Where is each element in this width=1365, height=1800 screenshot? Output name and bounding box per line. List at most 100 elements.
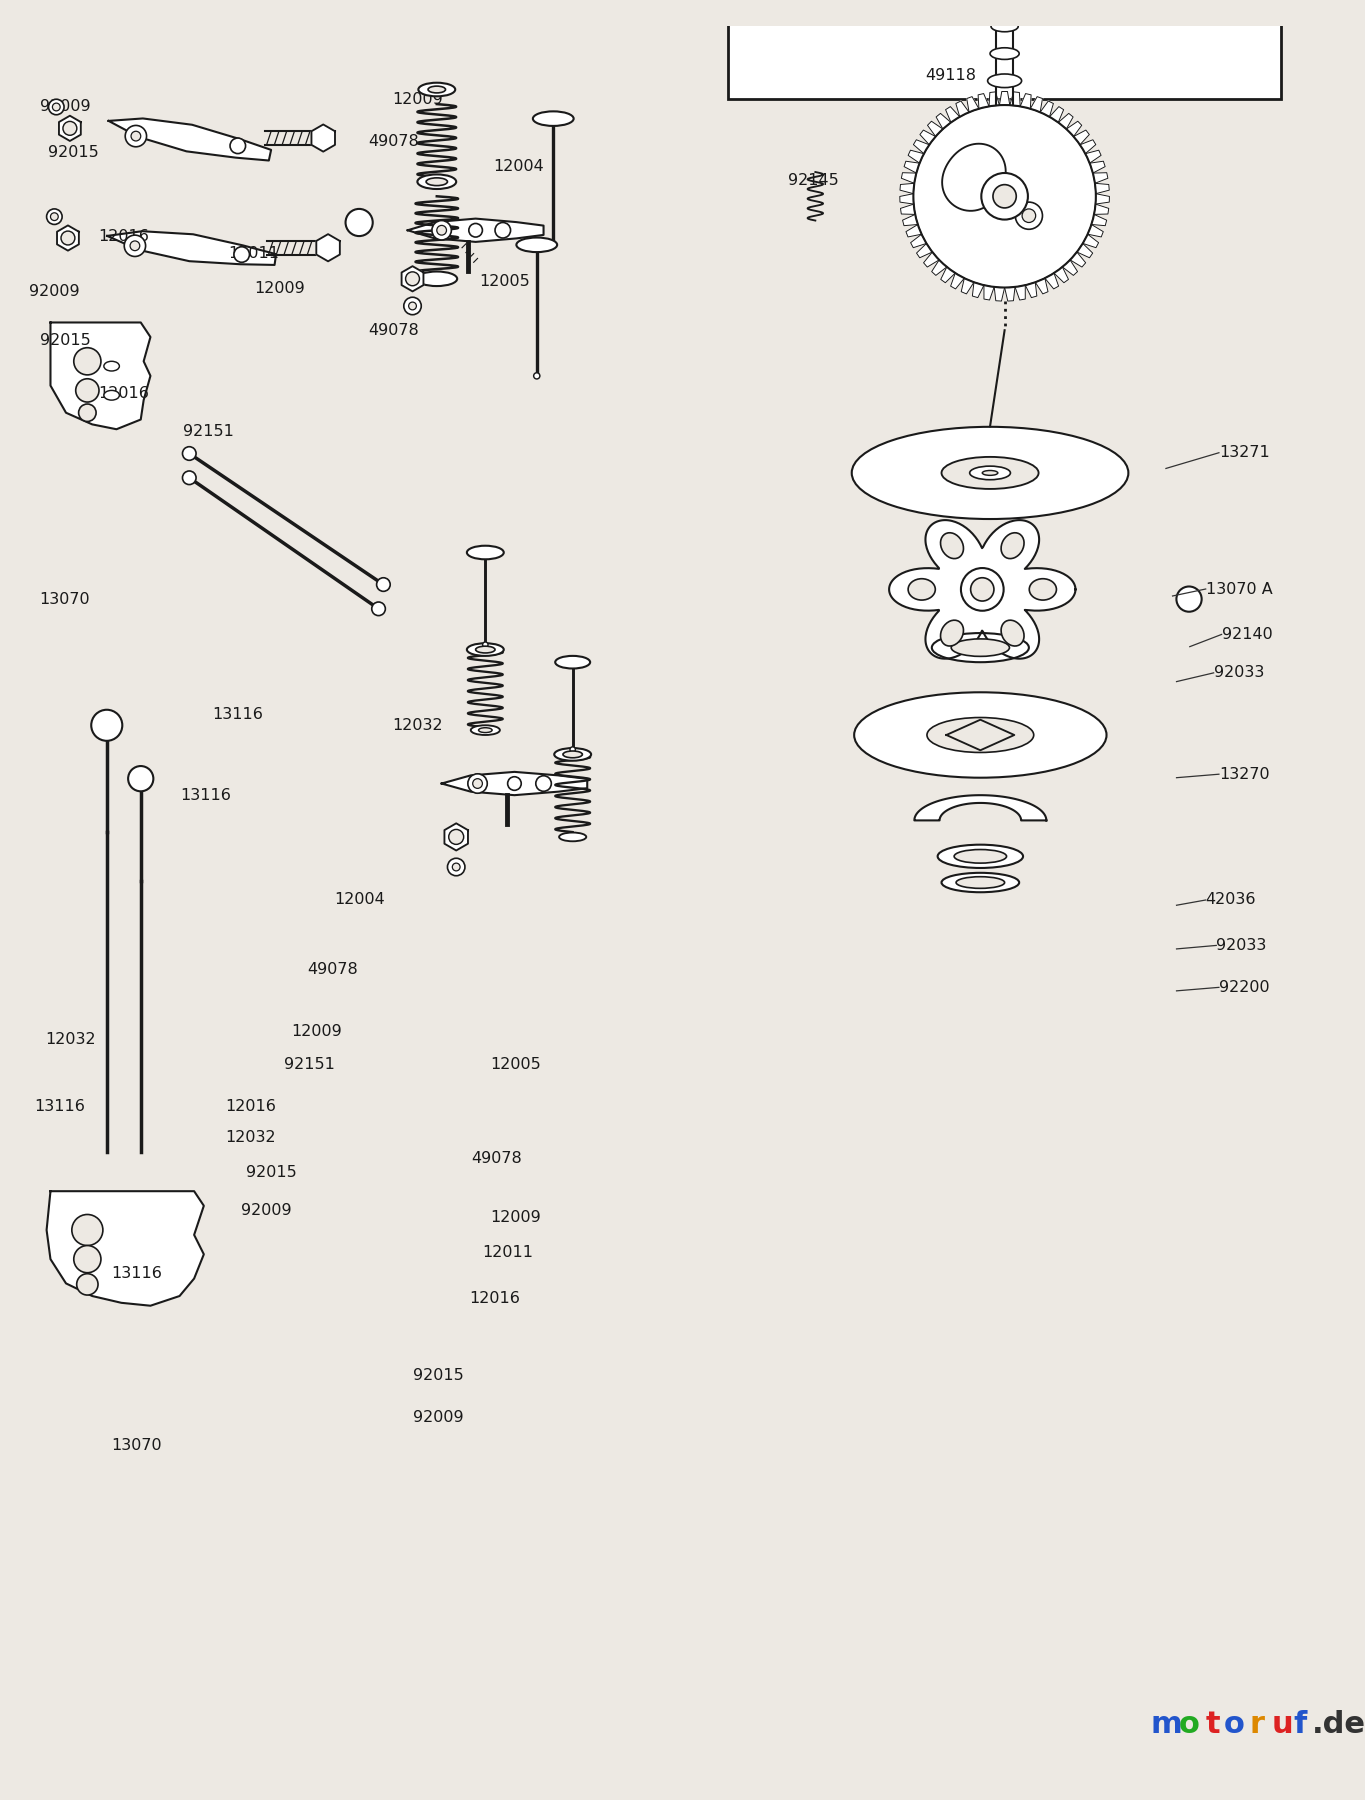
- Polygon shape: [317, 234, 340, 261]
- Text: t: t: [1205, 1710, 1220, 1739]
- Text: 12016: 12016: [98, 385, 149, 401]
- Text: o: o: [1224, 1710, 1245, 1739]
- Polygon shape: [442, 772, 587, 796]
- Text: 13116: 13116: [112, 1267, 162, 1282]
- Text: 49078: 49078: [307, 963, 358, 977]
- Polygon shape: [1093, 173, 1108, 184]
- Circle shape: [452, 864, 460, 871]
- Polygon shape: [900, 184, 915, 194]
- Polygon shape: [1040, 101, 1054, 117]
- Text: 49078: 49078: [472, 1150, 523, 1166]
- Ellipse shape: [1001, 533, 1024, 558]
- Text: 49078: 49078: [369, 135, 419, 149]
- Polygon shape: [946, 106, 960, 122]
- Polygon shape: [106, 230, 276, 265]
- Polygon shape: [1025, 283, 1037, 297]
- Polygon shape: [1066, 121, 1081, 137]
- Circle shape: [46, 209, 63, 225]
- Circle shape: [183, 446, 197, 461]
- Circle shape: [74, 1246, 101, 1273]
- Polygon shape: [1054, 266, 1069, 283]
- Polygon shape: [908, 149, 924, 164]
- Text: 92009: 92009: [29, 284, 79, 299]
- Text: 13271: 13271: [1219, 445, 1269, 461]
- Polygon shape: [889, 520, 1076, 659]
- Circle shape: [79, 403, 96, 421]
- Polygon shape: [940, 266, 955, 283]
- Polygon shape: [906, 225, 921, 238]
- Polygon shape: [942, 144, 1006, 211]
- Circle shape: [51, 212, 59, 221]
- Circle shape: [437, 225, 446, 236]
- Circle shape: [449, 830, 464, 844]
- Text: 92009: 92009: [242, 1204, 292, 1219]
- Text: 12009: 12009: [292, 1024, 343, 1039]
- Polygon shape: [1031, 97, 1043, 112]
- Circle shape: [992, 185, 1017, 209]
- Circle shape: [1016, 202, 1043, 229]
- Ellipse shape: [1001, 621, 1024, 646]
- Polygon shape: [1088, 225, 1103, 238]
- Text: 92015: 92015: [247, 1165, 298, 1181]
- Circle shape: [483, 643, 489, 648]
- Text: 92151: 92151: [183, 425, 233, 439]
- Polygon shape: [1044, 274, 1059, 290]
- Text: 12032: 12032: [225, 1130, 276, 1145]
- Text: 12009: 12009: [254, 281, 306, 295]
- Polygon shape: [1010, 92, 1020, 106]
- Polygon shape: [1089, 162, 1106, 173]
- Polygon shape: [57, 225, 79, 250]
- Ellipse shape: [467, 545, 504, 560]
- Polygon shape: [902, 214, 917, 225]
- Text: 13116: 13116: [180, 788, 231, 803]
- Text: 12032: 12032: [45, 1031, 96, 1048]
- Circle shape: [91, 709, 123, 742]
- Ellipse shape: [426, 178, 448, 185]
- Circle shape: [431, 221, 452, 239]
- Polygon shape: [1093, 203, 1108, 214]
- Polygon shape: [1058, 113, 1073, 130]
- Text: 92140: 92140: [1222, 626, 1272, 643]
- Circle shape: [75, 378, 100, 401]
- Polygon shape: [1096, 194, 1110, 203]
- Text: 12004: 12004: [334, 893, 385, 907]
- Ellipse shape: [1029, 580, 1057, 599]
- Polygon shape: [904, 162, 920, 173]
- Text: 92009: 92009: [40, 99, 90, 113]
- Ellipse shape: [429, 86, 445, 94]
- Ellipse shape: [951, 639, 1010, 657]
- Ellipse shape: [854, 693, 1107, 778]
- Ellipse shape: [560, 833, 586, 841]
- Ellipse shape: [852, 427, 1129, 518]
- Text: 13070: 13070: [112, 1438, 162, 1453]
- Text: 12004: 12004: [493, 158, 543, 173]
- Ellipse shape: [418, 83, 456, 97]
- Polygon shape: [994, 286, 1005, 301]
- Circle shape: [1022, 209, 1036, 223]
- Circle shape: [76, 1274, 98, 1294]
- Text: 12011: 12011: [482, 1246, 534, 1260]
- Text: u: u: [1272, 1710, 1294, 1739]
- Polygon shape: [59, 115, 81, 140]
- Polygon shape: [984, 284, 994, 301]
- Ellipse shape: [554, 749, 591, 761]
- Polygon shape: [1062, 259, 1077, 275]
- Circle shape: [1177, 587, 1201, 612]
- Ellipse shape: [416, 272, 457, 286]
- Ellipse shape: [940, 533, 964, 558]
- Circle shape: [124, 236, 146, 256]
- Polygon shape: [401, 266, 423, 292]
- Text: 92145: 92145: [789, 173, 839, 187]
- Circle shape: [72, 1215, 102, 1246]
- Text: 12016: 12016: [470, 1291, 520, 1305]
- Text: 12009: 12009: [490, 1210, 541, 1226]
- Circle shape: [63, 121, 76, 135]
- Polygon shape: [1035, 279, 1048, 293]
- Ellipse shape: [954, 850, 1006, 864]
- Ellipse shape: [104, 362, 119, 371]
- Polygon shape: [1050, 106, 1063, 122]
- Text: 92009: 92009: [414, 1409, 464, 1424]
- Ellipse shape: [467, 643, 504, 655]
- Circle shape: [550, 241, 557, 248]
- Circle shape: [183, 472, 197, 484]
